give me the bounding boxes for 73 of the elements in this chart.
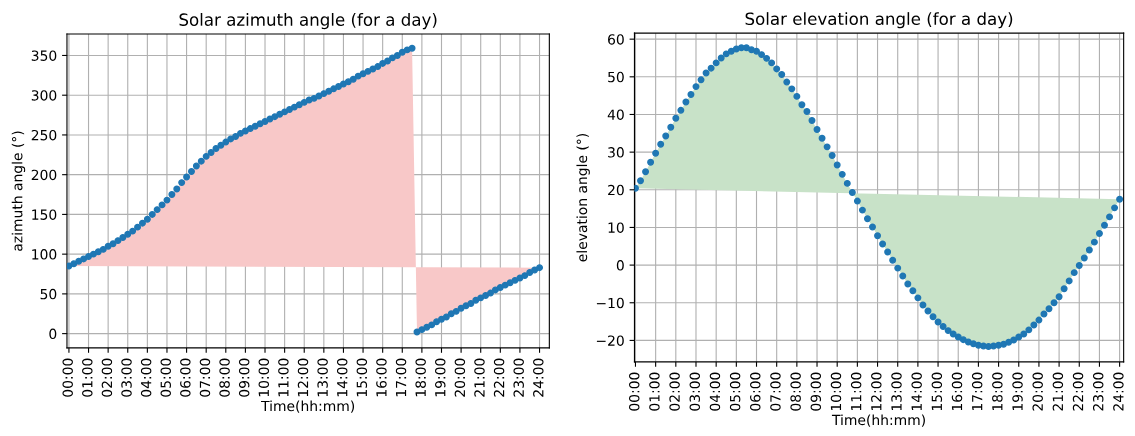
x-tick-label: 19:00 xyxy=(1012,372,1023,411)
y-tick-label: 150 xyxy=(32,209,57,220)
x-tick-label: 24:00 xyxy=(1113,372,1124,411)
x-tick-label: 10:00 xyxy=(830,372,842,411)
y-tick-label: 300 xyxy=(31,90,57,101)
x-tick-label: 05:00 xyxy=(160,358,171,397)
y-axis-title: elevation angle (°) xyxy=(576,133,590,262)
y-tick-label: 10 xyxy=(608,222,624,233)
x-tick-label: 04:00 xyxy=(709,372,721,411)
chart-title: Solar azimuth angle (for a day) xyxy=(179,13,437,30)
x-tick-label: 08:00 xyxy=(219,358,230,397)
x-tick-label: 20:00 xyxy=(454,358,466,397)
x-tick-label: 18:00 xyxy=(415,358,426,397)
x-tick-label: 19:00 xyxy=(435,358,446,397)
x-tick-label: 16:00 xyxy=(951,372,963,411)
x-tick-label: 18:00 xyxy=(992,372,1003,411)
x-tick-label: 06:00 xyxy=(180,358,191,397)
x-tick-label: 15:00 xyxy=(356,358,368,397)
x-tick-label: 13:00 xyxy=(317,358,328,397)
x-tick-label: 24:00 xyxy=(533,358,544,397)
y-axis-title: azimuth angle (°) xyxy=(11,131,26,251)
x-axis-title: Time(hh:mm) xyxy=(261,400,355,413)
x-tick-label: 09:00 xyxy=(810,372,822,411)
x-tick-label: 11:00 xyxy=(850,372,862,411)
x-tick-label: 01:00 xyxy=(649,372,660,411)
x-tick-label: 07:00 xyxy=(770,372,781,411)
x-tick-label: 07:00 xyxy=(199,358,211,397)
x-tick-label: 21:00 xyxy=(474,358,485,397)
y-tick-label: 20 xyxy=(608,184,624,196)
x-tick-label: 13:00 xyxy=(891,372,902,411)
y-tick-label: 0 xyxy=(49,328,57,340)
x-tick-label: 00:00 xyxy=(62,358,73,397)
y-tick-label: 40 xyxy=(607,109,624,120)
x-tick-label: 23:00 xyxy=(513,358,524,397)
x-tick-label: 12:00 xyxy=(297,358,309,397)
y-tick-label: 30 xyxy=(608,147,624,158)
x-tick-label: 17:00 xyxy=(395,358,407,397)
x-tick-label: 14:00 xyxy=(336,358,348,397)
x-axis-title: Time(hh:mm) xyxy=(831,414,925,427)
x-tick-label: 02:00 xyxy=(669,372,680,411)
x-tick-label: 03:00 xyxy=(689,372,701,411)
x-tick-label: 00:00 xyxy=(629,372,640,411)
x-tick-label: 20:00 xyxy=(1032,372,1043,411)
y-tick-label: −10 xyxy=(596,297,624,309)
x-tick-label: 16:00 xyxy=(376,358,387,397)
y-tick-label: −20 xyxy=(596,335,624,346)
y-tick-label: 200 xyxy=(31,169,57,181)
y-tick-label: 50 xyxy=(40,288,57,300)
x-tick-label: 09:00 xyxy=(238,358,250,397)
y-tick-label: 100 xyxy=(32,249,57,260)
x-tick-label: 23:00 xyxy=(1092,372,1104,411)
x-tick-label: 06:00 xyxy=(750,372,761,411)
x-tick-label: 03:00 xyxy=(121,358,132,397)
x-tick-label: 08:00 xyxy=(790,372,801,411)
x-tick-label: 17:00 xyxy=(971,372,983,411)
x-tick-label: 21:00 xyxy=(1052,372,1064,411)
x-tick-label: 22:00 xyxy=(493,358,505,397)
y-tick-label: 250 xyxy=(31,129,57,141)
x-tick-label: 22:00 xyxy=(1072,372,1084,411)
x-tick-label: 02:00 xyxy=(101,358,113,397)
y-tick-label: 0 xyxy=(616,260,624,271)
y-tick-label: 350 xyxy=(31,50,57,61)
x-tick-label: 11:00 xyxy=(278,358,289,397)
y-tick-label: 60 xyxy=(608,34,624,45)
chart-title: Solar elevation angle (for a day) xyxy=(745,12,1013,29)
x-tick-label: 04:00 xyxy=(140,358,152,397)
x-tick-label: 15:00 xyxy=(931,372,943,411)
x-tick-label: 01:00 xyxy=(82,358,93,397)
x-tick-label: 14:00 xyxy=(911,372,922,411)
y-tick-label: 50 xyxy=(608,71,624,83)
x-tick-label: 12:00 xyxy=(871,372,882,411)
x-tick-label: 05:00 xyxy=(729,372,741,411)
x-tick-label: 10:00 xyxy=(258,358,270,397)
